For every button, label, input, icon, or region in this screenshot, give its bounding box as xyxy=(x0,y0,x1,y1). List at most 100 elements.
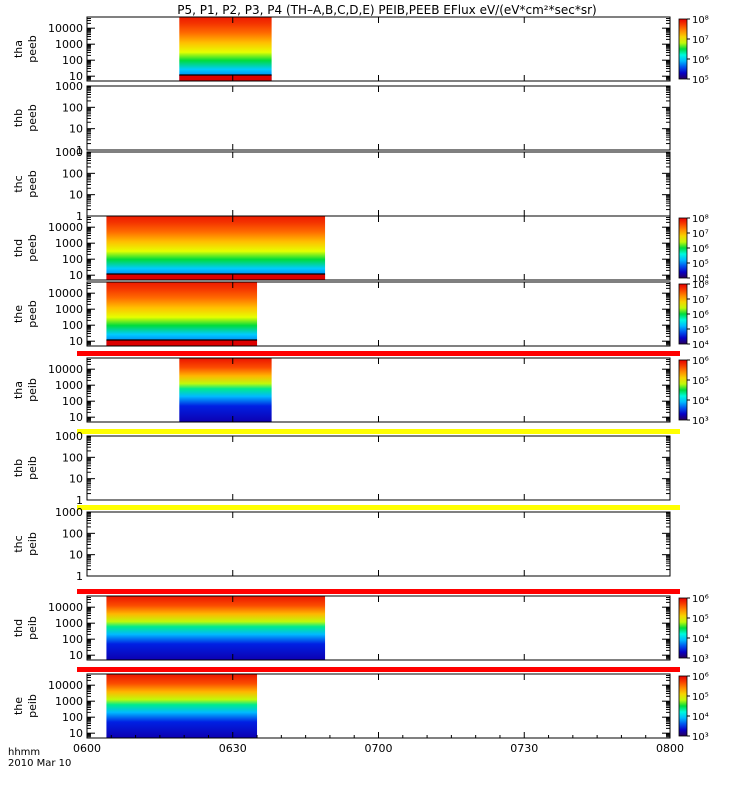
colorbar-label: 10⁴ xyxy=(692,340,709,351)
colorbar-label: 10³ xyxy=(692,654,709,665)
x-tick-label: 0630 xyxy=(219,742,247,755)
low-energy-band xyxy=(179,75,272,81)
low-energy-band xyxy=(106,274,326,280)
panel-thc-peeb: 1 10 100 1000 thc peeb xyxy=(12,146,671,223)
spectrogram xyxy=(179,358,272,422)
colorbar xyxy=(678,283,688,345)
y-tick-label: 10 xyxy=(69,189,83,202)
species-label: peeb xyxy=(26,300,39,328)
colorbar-label: 10⁵ xyxy=(692,75,709,86)
low-energy-band xyxy=(106,340,258,346)
y-tick-label: 100 xyxy=(62,527,83,540)
y-tick-label: 10 xyxy=(69,649,83,662)
chart-title: P5, P1, P2, P3, P4 (TH–A,B,C,D,E) PEIB,P… xyxy=(177,3,596,17)
y-tick-label: 100 xyxy=(62,395,83,408)
species-label: peeb xyxy=(26,234,39,262)
y-tick-label: 100 xyxy=(62,711,83,724)
y-tick-label: 10000 xyxy=(48,221,83,234)
y-tick-label: 1000 xyxy=(55,695,83,708)
colorbar-label: 10⁶ xyxy=(692,244,709,255)
colorbar-label: 10⁶ xyxy=(692,310,709,321)
y-tick-label: 100 xyxy=(62,633,83,646)
panel-the-peeb: 10 100 1000 10000 the peeb 10⁴ 10⁵ 10⁶ 10⁷ 10⁸ xyxy=(12,280,709,351)
colorbar-label: 10⁵ xyxy=(692,614,709,625)
y-tick-label: 1000 xyxy=(55,38,83,51)
y-tick-label: 100 xyxy=(62,319,83,332)
y-tick-label: 10000 xyxy=(48,363,83,376)
probe-label: thd xyxy=(12,619,25,637)
colorbar-label: 10⁶ xyxy=(692,356,709,367)
colorbar xyxy=(678,675,688,737)
yellow-separator-strip xyxy=(77,505,680,510)
colorbar xyxy=(678,217,688,279)
y-tick-label: 10 xyxy=(69,411,83,424)
panel-thb-peeb: 1 10 100 1000 thb peeb xyxy=(12,80,671,157)
colorbar-label: 10⁷ xyxy=(692,295,709,306)
probe-label: thb xyxy=(12,109,25,127)
species-label: peib xyxy=(26,532,39,556)
red-separator-strip xyxy=(77,351,680,356)
colorbar xyxy=(678,597,688,659)
spectrogram xyxy=(106,674,258,738)
date-label: 2010 Mar 10 xyxy=(8,758,71,769)
colorbar xyxy=(678,359,688,421)
species-label: peeb xyxy=(26,35,39,63)
x-axis: 0600 0630 0700 0730 0800 xyxy=(73,735,684,755)
colorbar-label: 10⁵ xyxy=(692,692,709,703)
panel-thc-peib: 1 10 100 1000 thc peib xyxy=(12,505,680,583)
species-label: peeb xyxy=(26,170,39,198)
colorbar-label: 10⁵ xyxy=(692,376,709,387)
colorbar-label: 10⁸ xyxy=(692,214,709,225)
colorbar-label: 10⁸ xyxy=(692,15,709,26)
y-tick-label: 10000 xyxy=(48,679,83,692)
colorbar-label: 10⁴ xyxy=(692,634,709,645)
y-tick-label: 1 xyxy=(76,210,83,223)
y-tick-label: 10 xyxy=(69,70,83,83)
yellow-separator-strip xyxy=(77,429,680,434)
y-tick-label: 10 xyxy=(69,269,83,282)
x-tick-label: 0800 xyxy=(656,742,684,755)
y-tick-label: 1000 xyxy=(55,146,83,159)
y-tick-label: 1000 xyxy=(55,379,83,392)
colorbar-label: 10³ xyxy=(692,732,709,743)
probe-label: thc xyxy=(12,535,25,552)
y-tick-label: 1000 xyxy=(55,430,83,443)
y-tick-label: 10000 xyxy=(48,601,83,614)
y-tick-label: 1000 xyxy=(55,237,83,250)
y-tick-label: 1000 xyxy=(55,303,83,316)
colorbar-label: 10⁶ xyxy=(692,594,709,605)
y-tick-label: 1 xyxy=(76,570,83,583)
y-tick-label: 100 xyxy=(62,253,83,266)
colorbar-label: 10³ xyxy=(692,416,709,427)
y-tick-label: 1 xyxy=(76,144,83,157)
probe-label: the xyxy=(12,697,25,715)
x-tick-label: 0700 xyxy=(365,742,393,755)
y-tick-label: 10 xyxy=(69,549,83,562)
probe-label: thb xyxy=(12,459,25,477)
x-tick-label: 0730 xyxy=(510,742,538,755)
spectrogram xyxy=(106,596,326,660)
colorbar xyxy=(678,18,688,80)
colorbar-label: 10⁴ xyxy=(692,712,709,723)
panel-frame xyxy=(86,357,671,423)
colorbar-label: 10⁴ xyxy=(692,274,709,285)
y-tick-label: 10000 xyxy=(48,22,83,35)
colorbar-label: 10⁵ xyxy=(692,325,709,336)
colorbar-label: 10⁷ xyxy=(692,35,709,46)
colorbar-label: 10⁸ xyxy=(692,280,709,291)
panel-thb-peib: 1 10 100 1000 thb peib xyxy=(12,429,680,507)
x-tick-label: 0600 xyxy=(73,742,101,755)
panel-frame xyxy=(86,85,671,151)
y-tick-label: 10 xyxy=(69,473,83,486)
y-tick-label: 100 xyxy=(62,167,83,180)
panel-frame xyxy=(86,151,671,217)
spectrogram xyxy=(106,216,326,280)
species-label: peib xyxy=(26,616,39,640)
probe-label: tha xyxy=(12,381,25,399)
panel-frame xyxy=(86,16,671,82)
y-tick-label: 10 xyxy=(69,727,83,740)
red-separator-strip xyxy=(77,589,680,594)
panel-thd-peeb: 10 100 1000 10000 thd peeb 10⁴ 10⁵ 10⁶ 10⁷ 10⁸ xyxy=(12,214,709,285)
spectrogram xyxy=(106,282,258,346)
species-label: peib xyxy=(26,694,39,718)
